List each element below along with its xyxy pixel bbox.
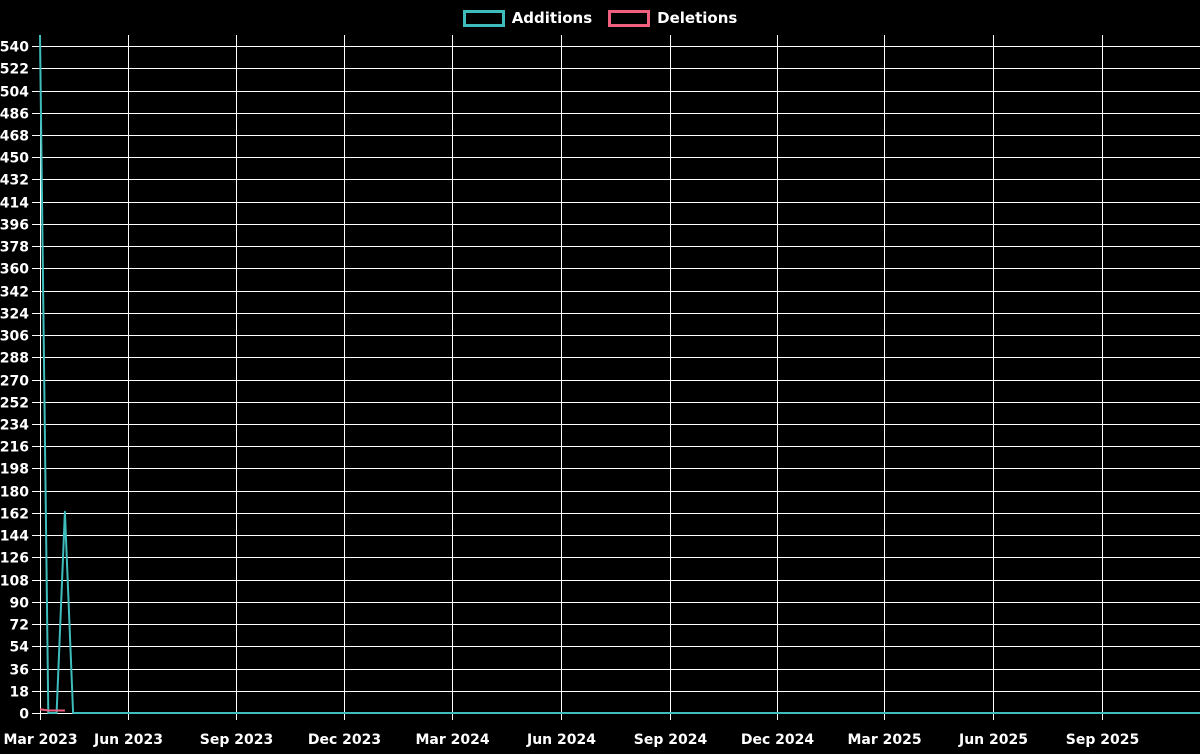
x-tick-label: Mar 2024 <box>415 732 489 748</box>
y-tick-label: 234 <box>0 418 29 434</box>
x-tick-label: Sep 2025 <box>1066 732 1139 748</box>
y-tick-label: 342 <box>0 285 29 301</box>
y-tick-label: 270 <box>0 374 29 390</box>
y-tick-label: 306 <box>0 329 29 345</box>
y-tick-label: 450 <box>0 151 29 167</box>
y-tick-label: 486 <box>0 107 29 123</box>
y-tick-label: 198 <box>0 462 29 478</box>
x-tick-label: Dec 2024 <box>741 732 815 748</box>
y-tick-label: 468 <box>0 129 29 145</box>
y-tick-label: 252 <box>0 396 29 412</box>
x-tick-label: Sep 2024 <box>634 732 708 748</box>
y-tick-label: 180 <box>0 485 29 501</box>
y-tick-label: 108 <box>0 574 29 590</box>
y-tick-label: 414 <box>0 196 29 212</box>
additions-legend-label: Additions <box>511 8 593 27</box>
y-tick-label: 162 <box>0 507 29 523</box>
x-tick-label: Sep 2023 <box>200 732 273 748</box>
deletions-line <box>39 708 65 712</box>
x-tick-label: Jun 2024 <box>526 732 596 748</box>
y-tick-label: 540 <box>0 40 29 56</box>
y-tick-label: 378 <box>0 240 29 256</box>
y-tick-label: 360 <box>0 262 29 278</box>
x-tick-label: Jun 2025 <box>958 732 1028 748</box>
additions-swatch-icon <box>462 9 505 27</box>
y-tick-label: 0 <box>19 707 29 723</box>
legend-item-additions[interactable]: Additions <box>462 8 593 27</box>
y-tick-label: 216 <box>0 440 29 456</box>
y-tick-label: 288 <box>0 351 29 367</box>
y-tick-label: 522 <box>0 62 29 78</box>
y-tick-label: 126 <box>0 551 29 567</box>
y-tick-label: 72 <box>10 618 29 634</box>
y-tick-label: 18 <box>10 685 29 701</box>
y-tick-label: 432 <box>0 173 29 189</box>
legend-item-deletions[interactable]: Deletions <box>608 8 738 27</box>
y-tick-label: 396 <box>0 218 29 234</box>
y-tick-label: 324 <box>0 307 29 323</box>
deletions-legend-label: Deletions <box>657 8 738 27</box>
y-tick-label: 36 <box>10 663 29 679</box>
x-tick-label: Dec 2023 <box>308 732 381 748</box>
y-tick-label: 504 <box>0 85 29 101</box>
y-tick-label: 54 <box>10 640 30 656</box>
x-tick-label: Mar 2025 <box>847 732 921 748</box>
x-tick-label: Mar 2023 <box>3 732 77 748</box>
chart-legend: Additions Deletions <box>0 6 1200 30</box>
deletions-swatch-icon <box>608 9 651 27</box>
x-tick-label: Jun 2023 <box>93 732 163 748</box>
y-tick-label: 90 <box>10 596 30 612</box>
additions-line <box>39 34 1200 714</box>
y-tick-label: 144 <box>0 529 29 545</box>
